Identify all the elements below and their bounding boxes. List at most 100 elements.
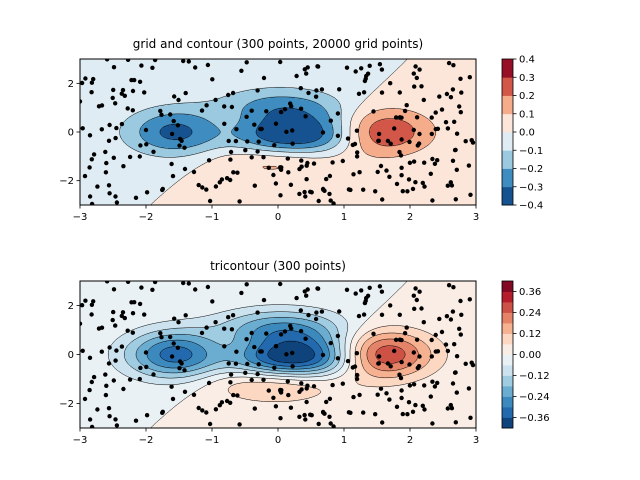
data-point: [320, 409, 326, 415]
data-point: [230, 90, 236, 96]
data-point: [172, 94, 177, 99]
data-point: [304, 177, 309, 182]
data-point: [327, 191, 332, 197]
data-point: [330, 382, 335, 388]
colorbar-band: [502, 354, 513, 366]
data-point: [107, 122, 112, 128]
data-point: [181, 281, 186, 286]
data-point: [380, 197, 385, 202]
data-point: [420, 403, 425, 408]
data-point: [137, 301, 143, 307]
data-point: [286, 170, 291, 175]
data-point: [129, 77, 134, 83]
data-point: [302, 67, 307, 72]
data-point: [467, 75, 472, 80]
data-point: [89, 302, 95, 307]
data-point: [176, 97, 181, 103]
data-point: [315, 64, 321, 69]
data-point: [439, 107, 445, 112]
data-point: [417, 289, 422, 294]
data-point: [193, 65, 198, 70]
data-point: [378, 386, 384, 391]
chart-title: grid and contour (300 points, 20000 grid…: [133, 37, 423, 51]
data-point: [290, 128, 295, 133]
data-point: [288, 405, 294, 410]
x-tick-label: 2: [407, 435, 413, 446]
data-point: [311, 384, 317, 389]
data-point: [159, 335, 164, 340]
y-tick-label: −2: [59, 399, 74, 410]
data-point: [255, 88, 260, 93]
data-point: [144, 364, 149, 370]
data-point: [411, 382, 417, 387]
data-point: [266, 165, 271, 170]
data-point: [371, 331, 376, 336]
data-point: [399, 395, 404, 401]
colorbar: 0.36 0.24 0.12 0.00 −0.12 −0.24 −0.36: [501, 280, 550, 429]
data-point: [303, 114, 308, 119]
y-tick-label: −2: [59, 176, 74, 187]
data-point: [144, 190, 150, 195]
data-point: [354, 376, 360, 382]
data-point: [417, 67, 422, 72]
data-point: [453, 420, 458, 425]
data-point: [407, 139, 412, 145]
data-point: [363, 298, 368, 304]
data-point: [137, 376, 142, 382]
colorbar-band: [502, 302, 513, 313]
data-point: [452, 119, 457, 125]
data-point: [89, 424, 95, 428]
data-point: [80, 80, 85, 86]
data-point: [417, 354, 422, 359]
data-point: [432, 161, 438, 166]
data-point: [439, 329, 445, 335]
data-point: [466, 163, 472, 168]
data-point: [350, 365, 355, 370]
data-point: [297, 414, 302, 419]
colorbar-tick-label: 0.00: [519, 350, 541, 361]
colorbar-band: [502, 396, 513, 408]
data-point: [350, 142, 355, 148]
data-point: [367, 285, 372, 290]
colorbar-tick-label: −0.2: [519, 164, 543, 175]
data-point: [319, 87, 325, 92]
data-point: [233, 138, 239, 144]
data-point: [413, 286, 418, 291]
data-point: [89, 157, 95, 162]
data-point: [142, 90, 147, 95]
data-point: [402, 108, 408, 114]
data-point: [454, 131, 460, 136]
data-point: [138, 365, 143, 371]
x-tick-label: 3: [473, 435, 479, 446]
data-point: [376, 138, 381, 144]
data-point: [410, 186, 416, 192]
data-point: [106, 183, 112, 188]
data-point: [273, 181, 279, 186]
y-tick-label: 2: [68, 79, 74, 90]
data-point: [463, 139, 468, 144]
data-point: [357, 170, 362, 175]
data-point: [379, 289, 385, 294]
data-point: [151, 149, 156, 154]
data-point: [82, 173, 88, 179]
data-point: [327, 396, 333, 401]
data-point: [168, 334, 173, 340]
scatter-points: [80, 281, 476, 428]
colorbar-band: [502, 150, 513, 169]
data-point: [457, 104, 462, 109]
data-point: [451, 285, 456, 290]
data-point: [234, 349, 239, 354]
data-point: [375, 392, 380, 397]
data-point: [414, 337, 420, 342]
data-point: [468, 415, 473, 420]
data-point: [454, 354, 460, 359]
data-point: [457, 326, 462, 331]
data-point: [204, 325, 209, 330]
data-point: [87, 417, 93, 422]
data-point: [177, 143, 182, 148]
data-point: [244, 114, 249, 120]
data-point: [375, 169, 380, 175]
data-point: [298, 328, 304, 334]
data-point: [340, 381, 345, 386]
data-point: [255, 371, 260, 377]
